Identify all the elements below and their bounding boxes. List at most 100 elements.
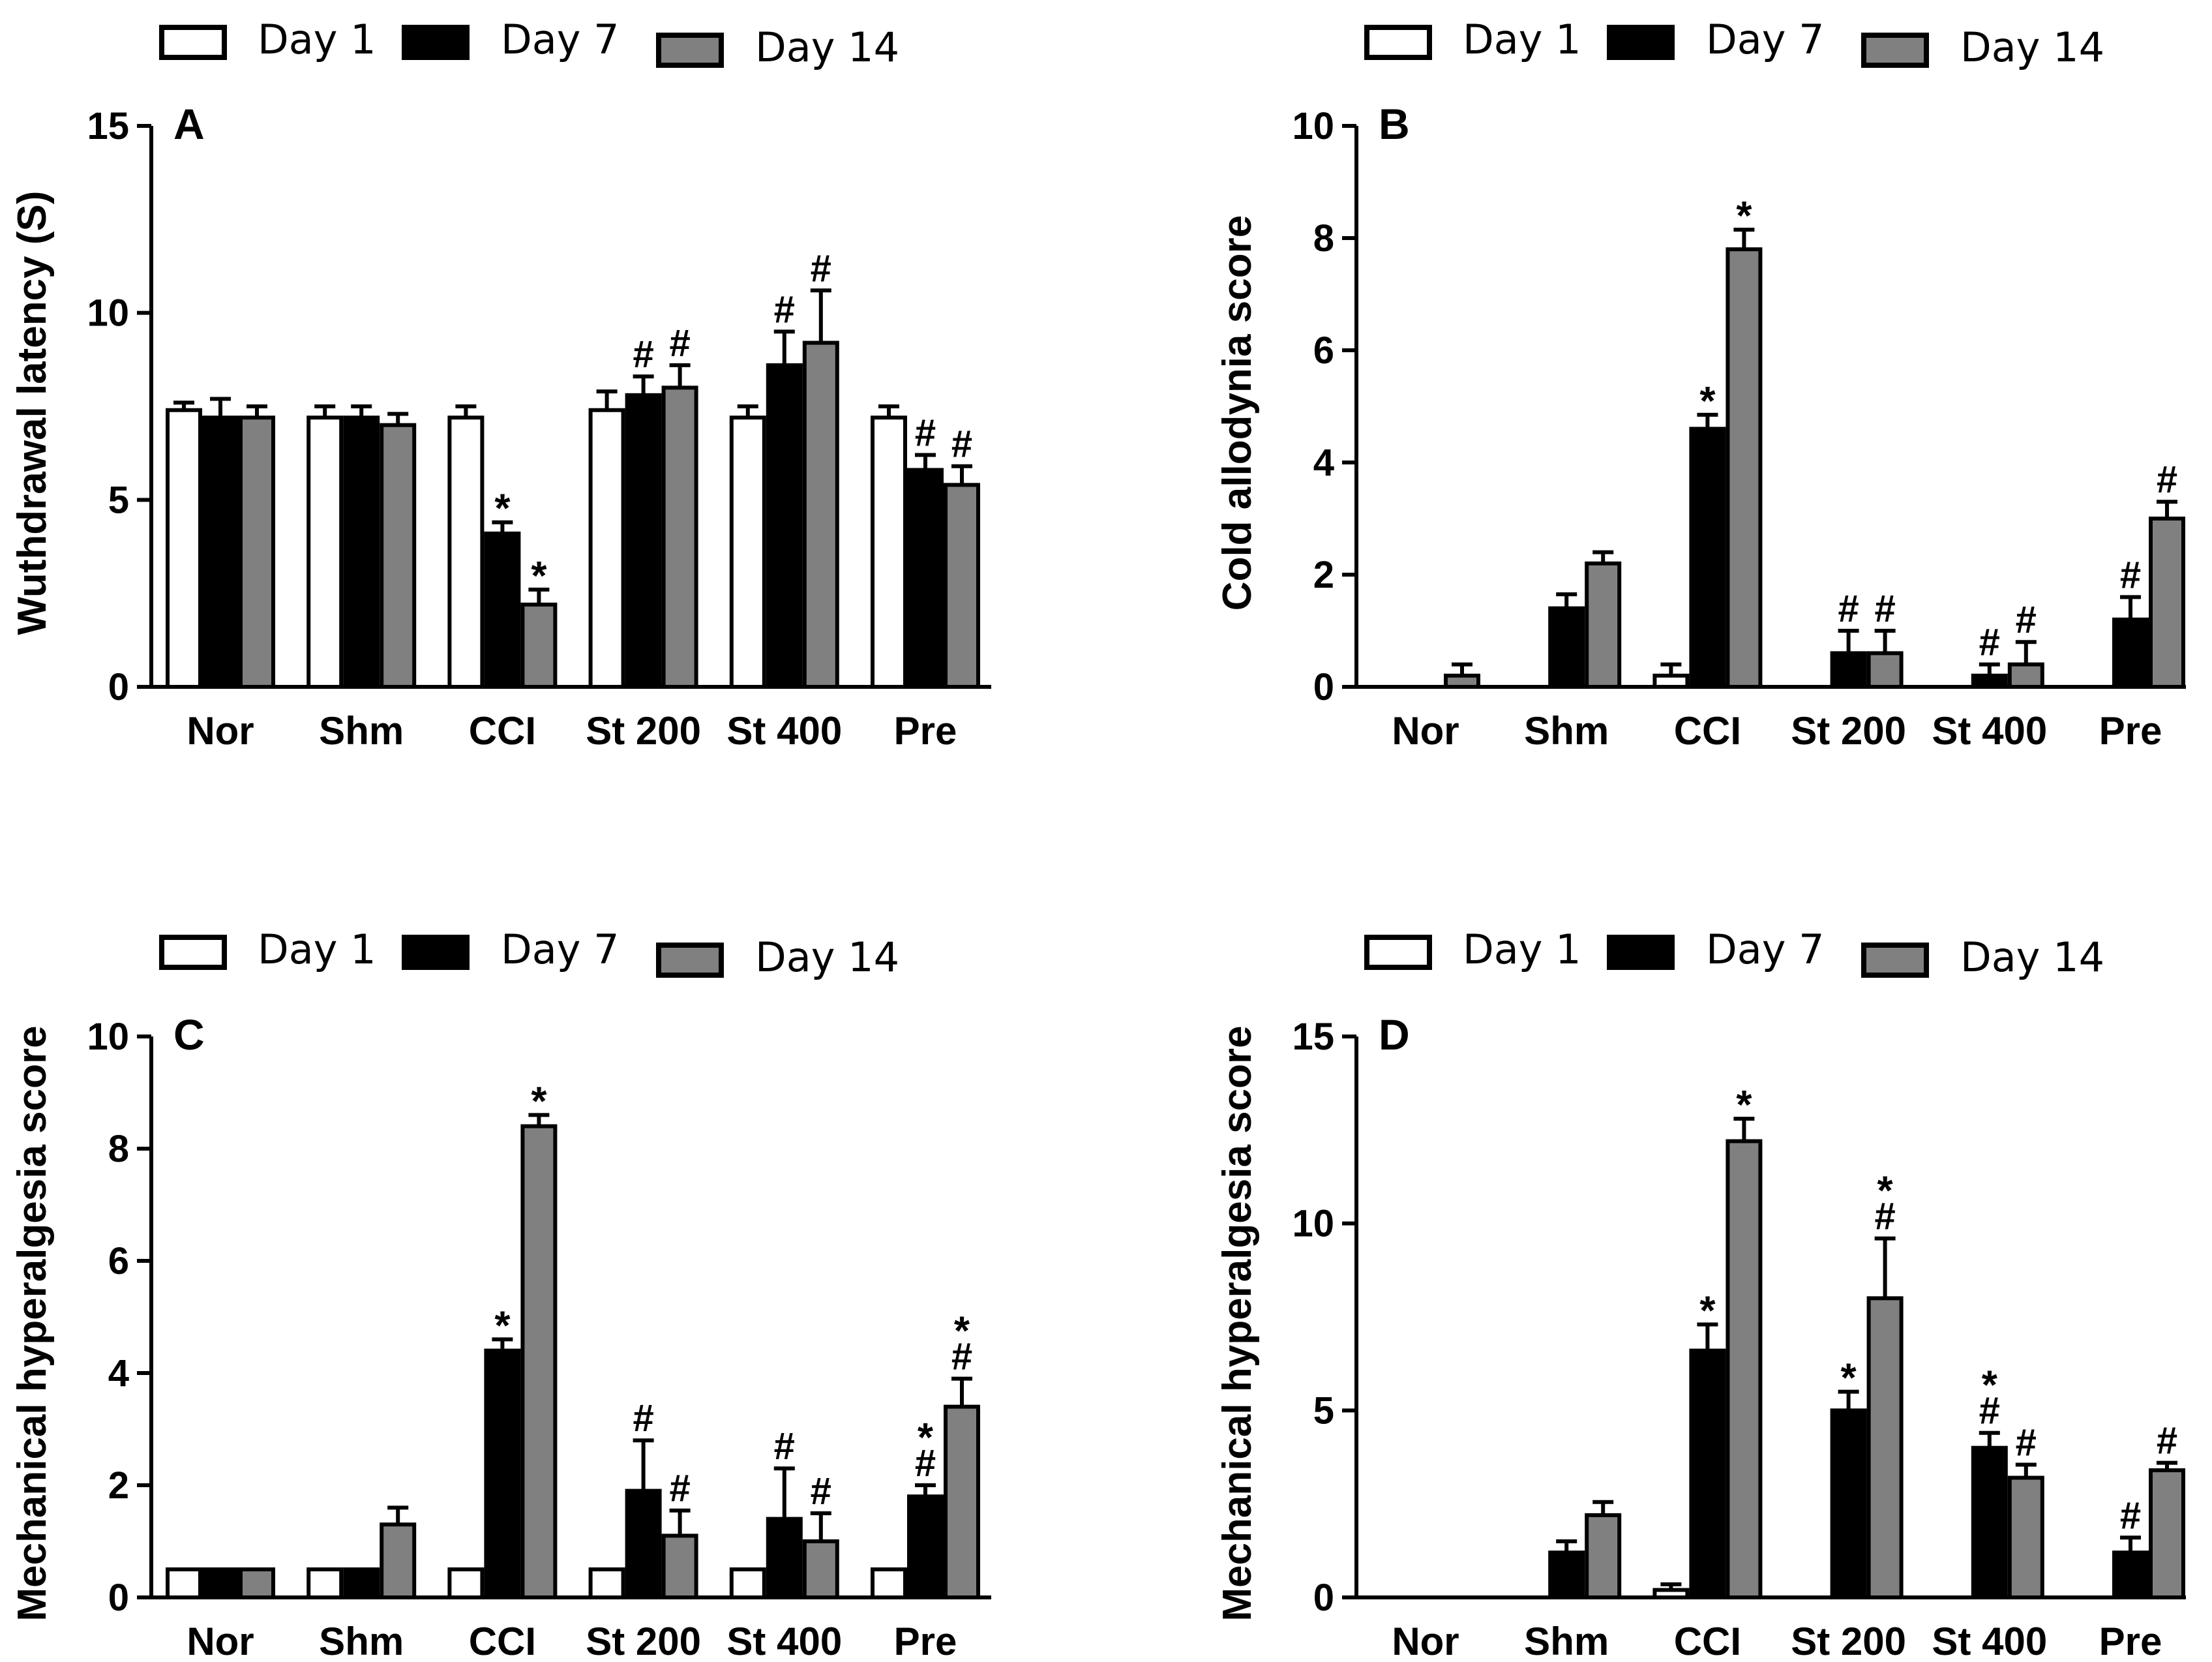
bar-st-400-day-14 [2007,662,2044,689]
y-axis-label: Mechanical hyperalgesia score [10,1025,55,1621]
significance-star: * [1736,194,1752,239]
significance-hash: # [669,1468,690,1510]
legend-label: Day 1 [1463,16,1581,63]
y-tick-label: 10 [1292,1203,1334,1245]
bar-shm-day-7 [343,416,380,689]
legend-swatch-day-14 [656,33,724,68]
significance-star: * [494,487,511,532]
significance-hash: # [1979,1390,2000,1432]
significance-hash: # [633,333,653,376]
significance-hash: # [915,412,936,455]
y-tick-label: 2 [1313,554,1334,596]
bar-cci-day-7 [1689,427,1726,689]
x-category-label: Shm [319,1620,404,1662]
bar-pre-day-7 [907,468,944,689]
significance-hash: # [2016,599,2037,641]
bar-shm-day-14 [1585,1513,1622,1600]
bar-st-400-day-1 [729,1567,766,1599]
x-category-label: St 400 [726,1620,842,1662]
x-category-label: St 400 [1932,709,2047,753]
bar-nor-day-1 [166,408,202,689]
bar-pre-day-14 [944,483,980,689]
y-tick-label: 10 [1292,105,1334,147]
x-category-label: St 200 [1791,709,1906,753]
x-category-label: St 200 [586,1620,701,1662]
legend-label: Day 7 [1706,16,1825,63]
bar-pre-day-7 [2112,617,2149,689]
bar-shm-day-14 [380,1522,417,1599]
legend: Day 1 Day 7 Day 14 [159,16,899,71]
bar-cci-day-1 [447,1567,485,1599]
x-category-label: Pre [894,1620,957,1662]
significance-hash: # [633,1397,653,1440]
significance-hash: # [811,1470,831,1513]
x-category-label: CCI [1674,1620,1741,1662]
bar-cci-day-7 [484,1348,521,1600]
legend-swatch-day-7 [402,25,470,60]
x-category-label: St 400 [726,709,842,753]
bar-shm-day-14 [380,423,417,689]
bar-st-200-day-7 [625,393,662,689]
x-category-label: St 200 [1791,1620,1906,1662]
bar-nor-day-7 [202,416,239,689]
legend-label: Day 7 [501,16,620,63]
y-axis-label: Cold allodynia score [1215,215,1260,611]
significance-hash: # [2120,1494,2141,1537]
bar-pre-day-7 [907,1494,944,1599]
significance-hash: # [2016,1421,2037,1464]
legend-label: Day 1 [258,16,376,63]
y-tick-label: 15 [1292,1016,1334,1058]
y-tick-label: 4 [1313,442,1334,484]
bar-st-200-day-14 [1866,651,1904,689]
significance-star: * [531,1079,547,1124]
legend-swatch-day-7 [1607,935,1675,970]
significance-hash: # [951,423,972,466]
y-tick-label: 2 [108,1464,129,1507]
panel-a: Day 1 Day 7 Day 14 0 5 10 15 Wuthdrawal latency… [10,16,991,753]
legend-label: Day 14 [1960,23,2104,71]
y-axis-label: Wuthdrawal latency (S) [10,191,55,635]
bar-pre-day-1 [871,1567,907,1599]
y-tick-label: 8 [108,1128,129,1170]
legend-label: Day 14 [1960,933,2104,981]
bar-shm-day-14 [1585,561,1622,689]
bar-pre-day-14 [2149,1468,2185,1599]
bar-nor-day-14 [239,1567,275,1599]
significance-hash: # [2157,459,2177,501]
bar-st-200-day-7 [1830,651,1867,689]
bar-pre-day-1 [871,416,907,689]
bar-pre-day-7 [2112,1550,2149,1599]
panel-b: Day 1 Day 7 Day 14 0 2 4 6 8 10 Cold allodynia sc… [1215,16,2186,753]
significance-star: * [1699,379,1716,424]
significance-hash: # [2120,554,2141,596]
bar-cci-day-7 [484,531,521,689]
significance-hash: # [811,247,831,290]
x-category-label: CCI [469,1620,536,1662]
bar-cci-day-14 [1726,247,1763,689]
significance-hash: # [669,322,690,365]
legend-swatch-day-7 [402,935,470,970]
bar-st-200-day-14 [661,385,698,689]
y-tick-label: 6 [1313,329,1334,372]
legend-swatch-day-1 [1364,935,1432,970]
significance-star: * [954,1309,970,1354]
x-category-label: Nor [187,709,254,753]
y-tick-label: 0 [108,1577,129,1619]
legend-swatch-day-14 [1861,33,1929,68]
y-tick-label: 6 [108,1240,129,1282]
legend: Day 1 Day 7 Day 14 [1364,16,2104,71]
bar-st-400-day-7 [766,363,803,689]
bar-st-200-day-7 [625,1488,662,1600]
significance-star: * [531,554,547,599]
y-tick-label: 0 [1313,666,1334,708]
bar-st-400-day-14 [802,340,839,689]
bar-cci-day-1 [1652,1588,1690,1600]
bar-cci-day-1 [447,416,485,689]
x-category-label: Shm [1524,709,1609,753]
significance-star: * [1877,1169,1894,1214]
x-category-label: Pre [2099,1620,2162,1662]
legend-label: Day 1 [258,926,376,973]
bar-st-200-day-1 [588,408,625,689]
y-tick-label: 5 [108,479,129,521]
